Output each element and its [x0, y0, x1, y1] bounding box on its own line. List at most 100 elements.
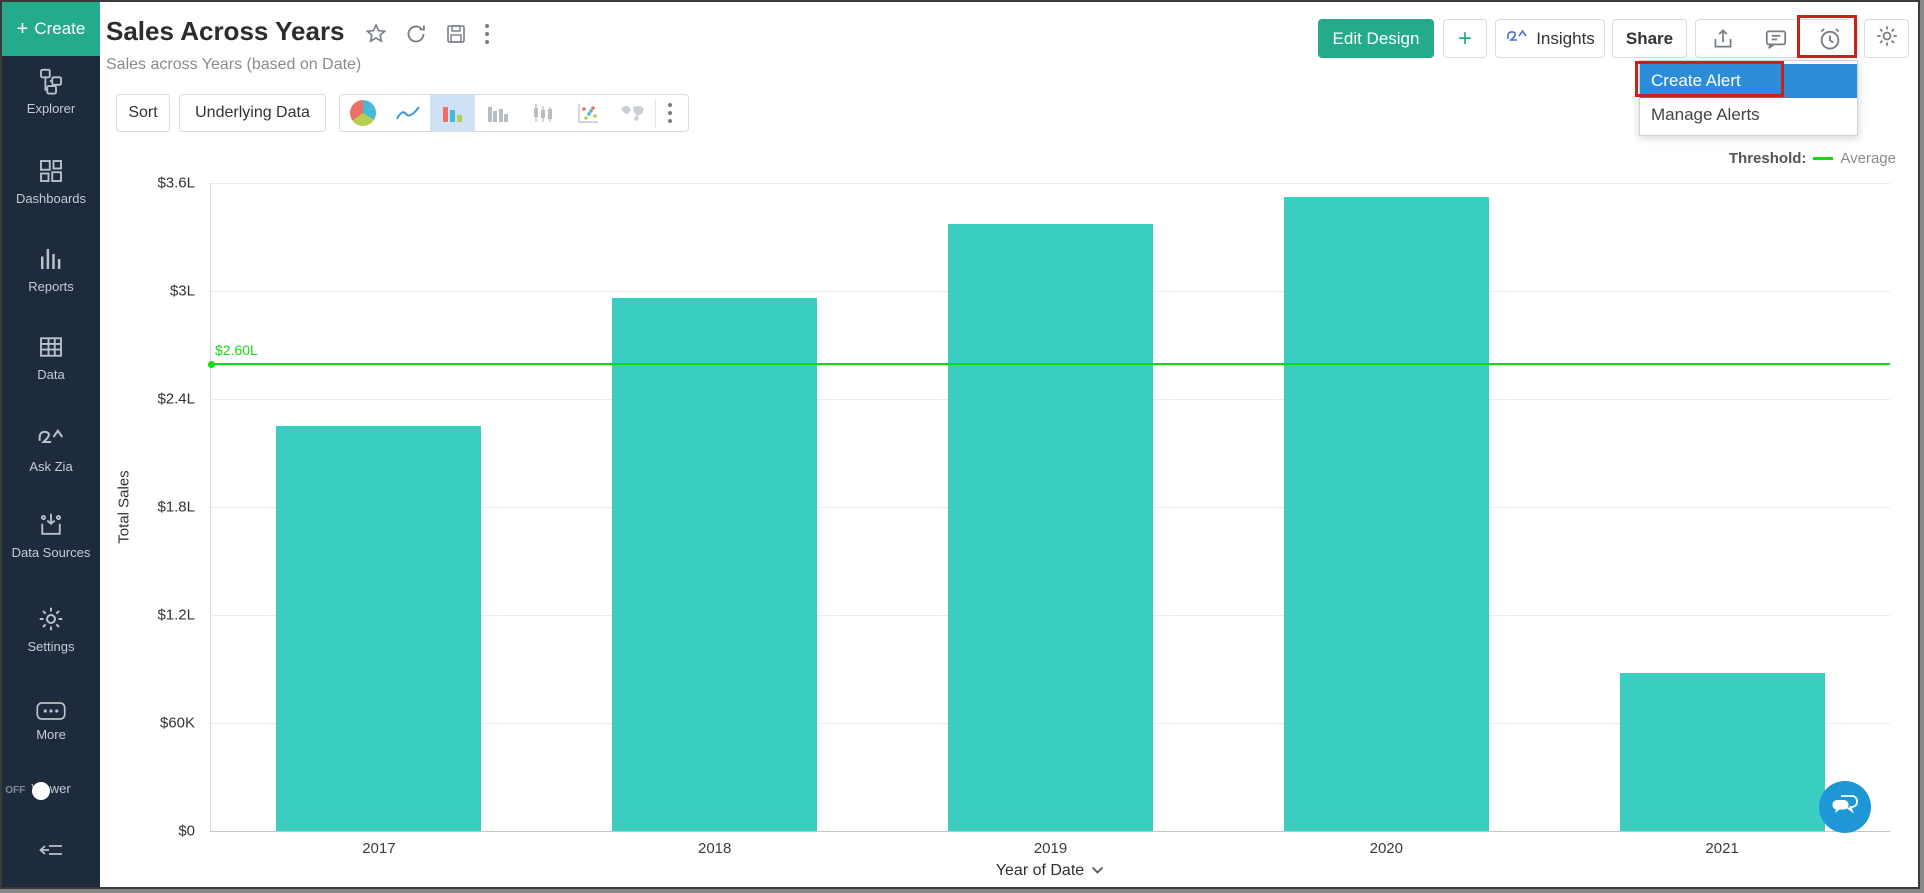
divider [655, 99, 656, 127]
sidebar-item-data[interactable]: Data [2, 332, 100, 383]
zia-icon [36, 424, 66, 454]
threshold-value-label: $2.60L [215, 342, 258, 358]
y-tick-label: $3.6L [157, 174, 195, 192]
refresh-icon[interactable] [404, 22, 428, 46]
x-tick-label: 2019 [1033, 840, 1068, 857]
y-tick-label: $1.2L [157, 606, 195, 624]
edit-design-label: Edit Design [1332, 28, 1420, 48]
add-button[interactable]: + [1443, 19, 1487, 58]
bar-2017[interactable] [276, 426, 482, 831]
favorite-star-icon[interactable] [364, 22, 388, 46]
line-chart-icon[interactable] [385, 95, 430, 131]
chevron-down-icon [1091, 862, 1104, 880]
more-chart-types-icon[interactable] [656, 95, 684, 131]
sidebar-item-label: Ask Zia [29, 459, 73, 474]
header-icon-group [1695, 19, 1858, 58]
chart-type-switcher [339, 94, 689, 132]
toggle-knob [32, 782, 51, 800]
x-tick-label: 2021 [1705, 840, 1739, 857]
sidebar-item-reports[interactable]: Reports [2, 244, 100, 295]
threshold-swatch [1813, 157, 1834, 160]
menu-item-create-alert[interactable]: Create Alert [1640, 64, 1857, 98]
x-tick-label: 2020 [1369, 840, 1403, 857]
menu-item-manage-alerts[interactable]: Manage Alerts [1651, 105, 1760, 124]
plot-area: $0 $60K $1.2L $1.8L $2.4L $3L $3.6L 2017 2018 20… [157, 175, 1890, 857]
settings-button[interactable] [1864, 19, 1909, 58]
page-title: Sales Across Years [106, 16, 345, 46]
underlying-data-label: Underlying Data [195, 104, 310, 121]
insights-button[interactable]: Insights [1495, 19, 1605, 58]
gridline [211, 183, 1890, 184]
underlying-data-button[interactable]: Underlying Data [179, 94, 326, 132]
gear-icon [1874, 23, 1900, 54]
share-label: Share [1625, 28, 1674, 48]
zia-insights-icon [1505, 26, 1529, 51]
y-tick-label: $0 [178, 822, 195, 840]
sidebar-item-more[interactable]: More [2, 700, 100, 743]
bar-2021[interactable] [1619, 672, 1825, 831]
export-icon[interactable] [1710, 26, 1736, 52]
comment-icon[interactable] [1763, 26, 1789, 52]
chat-icon [1830, 792, 1860, 823]
y-axis-ticks: $0 $60K $1.2L $1.8L $2.4L $3L $3.6L [131, 175, 203, 840]
candlestick-chart-icon[interactable] [520, 95, 565, 131]
map-chart-icon[interactable] [610, 95, 655, 131]
sidebar-item-label: More [36, 727, 66, 742]
data-sources-icon [36, 510, 66, 540]
y-axis-title: Total Sales [115, 470, 133, 544]
bar-2020[interactable] [1283, 197, 1489, 831]
threshold-line[interactable] [211, 363, 1890, 365]
explorer-icon [36, 66, 66, 96]
sidebar-item-explorer[interactable]: Explorer [2, 66, 100, 117]
y-tick-label: $1.8L [157, 498, 195, 516]
y-tick-label: $2.4L [157, 390, 195, 408]
sidebar-item-ask-zia[interactable]: Ask Zia [2, 424, 100, 475]
bar-2018[interactable] [612, 298, 818, 831]
pie-chart-icon[interactable] [340, 95, 385, 131]
zia-chat-button[interactable] [1819, 781, 1871, 833]
legend-title: Threshold: [1728, 150, 1807, 167]
sidebar-item-label: Dashboards [15, 191, 87, 206]
sidebar-item-label: Explorer [26, 101, 76, 116]
x-tick-label: 2017 [362, 840, 396, 857]
gear-icon [36, 604, 66, 634]
create-button[interactable]: + Create [2, 2, 100, 56]
plus-icon: + [1457, 24, 1472, 52]
kebab-menu-icon[interactable] [484, 23, 490, 45]
bar-chart-icon[interactable] [430, 95, 475, 131]
sidebar-item-viewer[interactable]: OFF Viewer [2, 781, 100, 800]
sidebar-item-data-sources[interactable]: Data Sources [2, 510, 100, 561]
share-button[interactable]: Share [1612, 19, 1687, 58]
sidebar-item-label: Data [37, 367, 65, 382]
x-axis-label[interactable]: Year of Date [210, 862, 1890, 880]
x-axis-label-text: Year of Date [995, 862, 1085, 879]
alert-icon[interactable] [1816, 25, 1844, 53]
create-button-label: Create [34, 19, 86, 38]
more-icon [35, 700, 67, 722]
bar-2019[interactable] [948, 224, 1153, 831]
grouped-bar-chart-icon[interactable] [475, 95, 520, 131]
dashboards-icon [36, 156, 66, 186]
sidebar-item-settings[interactable]: Settings [2, 604, 100, 655]
scatter-chart-icon[interactable] [565, 95, 610, 131]
save-icon[interactable] [444, 22, 468, 46]
reports-icon [36, 244, 66, 274]
edit-design-button[interactable]: Edit Design [1318, 19, 1434, 58]
y-tick-label: $3L [169, 282, 195, 300]
sidebar-item-dashboards[interactable]: Dashboards [2, 156, 100, 207]
sort-button[interactable]: Sort [116, 94, 170, 132]
threshold-dot [208, 360, 215, 368]
report-subtitle: Sales across Years (based on Date) [106, 56, 362, 73]
sidebar: + Create Explorer Dashboards Reports [2, 2, 100, 887]
sidebar-item-label: Data Sources [11, 545, 91, 560]
insights-label: Insights [1536, 28, 1595, 48]
y-tick-label: $60K [159, 714, 195, 732]
sort-label: Sort [128, 104, 158, 121]
legend-label: Average [1840, 150, 1896, 167]
alerts-dropdown-menu: Create Alert Manage Alerts [1639, 60, 1858, 136]
threshold-legend: Threshold: Average [1729, 150, 1896, 167]
plus-icon: + [16, 18, 29, 40]
sidebar-collapse-button[interactable] [2, 840, 100, 865]
sidebar-item-label: Settings [27, 639, 75, 654]
